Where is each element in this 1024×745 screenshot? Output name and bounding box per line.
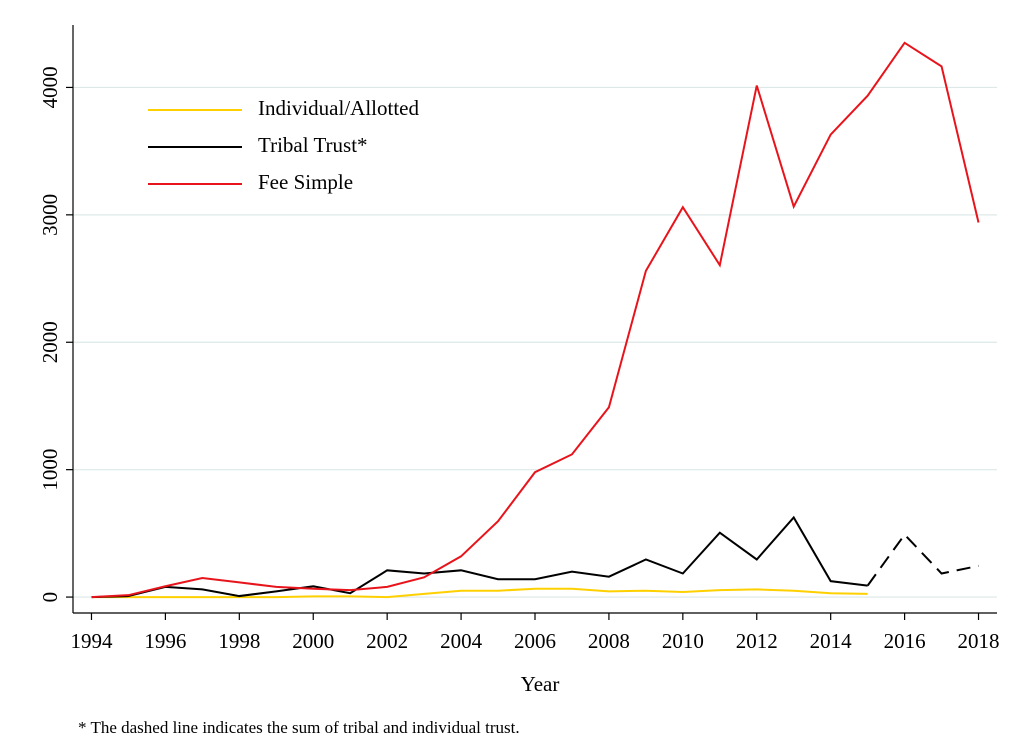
y-tick-label: 3000: [38, 194, 62, 236]
x-tick-label: 2006: [514, 629, 556, 653]
x-tick-label: 2004: [440, 629, 483, 653]
y-tick-label: 0: [38, 592, 62, 603]
x-tick-label: 1996: [144, 629, 186, 653]
x-tick-label: 2016: [884, 629, 926, 653]
x-tick-label: 2010: [662, 629, 704, 653]
x-tick-label: 2008: [588, 629, 630, 653]
x-axis-label: Year: [521, 672, 560, 696]
y-tick-label: 4000: [38, 66, 62, 108]
series-line: [91, 587, 868, 599]
x-tick-label: 1994: [70, 629, 113, 653]
legend-label: Tribal Trust*: [258, 133, 368, 157]
legend-label: Individual/Allotted: [258, 96, 419, 120]
series-line: [866, 533, 979, 587]
series-line: [91, 515, 868, 599]
x-tick-label: 1998: [218, 629, 260, 653]
y-tick-label: 2000: [38, 321, 62, 363]
y-tick-label: 1000: [38, 449, 62, 491]
x-tick-label: 2014: [810, 629, 853, 653]
x-tick-label: 2012: [736, 629, 778, 653]
x-tick-label: 2000: [292, 629, 334, 653]
legend-label: Fee Simple: [258, 170, 353, 194]
x-tick-label: 2002: [366, 629, 408, 653]
x-tick-label: 2018: [958, 629, 1000, 653]
series-line: [91, 41, 980, 599]
footnote: * The dashed line indicates the sum of t…: [78, 718, 520, 737]
